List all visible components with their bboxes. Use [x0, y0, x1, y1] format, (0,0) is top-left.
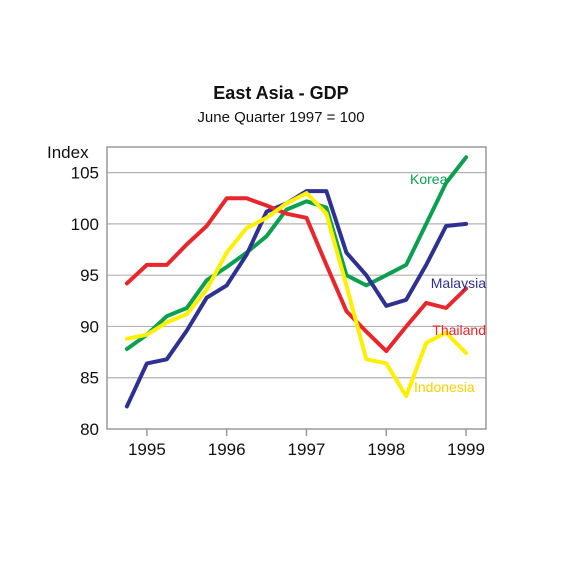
y-tick-label: 95 — [80, 266, 99, 285]
series-label-indonesia: Indonesia — [414, 379, 475, 395]
x-tick-label: 1998 — [367, 440, 405, 459]
x-tick-label: 1997 — [288, 440, 326, 459]
series-label-korea: Korea — [410, 171, 448, 187]
x-tick-labels: 1995 1996 1997 1998 1999 — [128, 429, 485, 459]
plot-frame — [106, 146, 487, 430]
chart-subtitle: June Quarter 1997 = 100 — [197, 109, 364, 126]
series-lines — [124, 155, 469, 409]
series-label-malaysia: Malaysia — [431, 275, 486, 291]
series-labels: Korea Malaysia Thailand Indonesia — [410, 171, 486, 395]
series-line-korea — [124, 155, 469, 351]
y-tick-labels: 80 85 90 95 100 105 — [71, 164, 99, 439]
y-tick-label: 105 — [71, 164, 99, 183]
grid — [107, 172, 486, 379]
y-tick-label: 85 — [80, 369, 99, 388]
y-axis-label: Index — [47, 143, 89, 162]
x-tick-label: 1995 — [128, 440, 166, 459]
series-line-thailand — [124, 196, 469, 354]
x-tick-label: 1999 — [447, 440, 485, 459]
chart-title: East Asia - GDP — [213, 83, 348, 103]
x-tick-label: 1996 — [208, 440, 246, 459]
y-tick-label: 80 — [80, 420, 99, 439]
y-tick-label: 100 — [71, 215, 99, 234]
series-line-indonesia — [124, 191, 469, 399]
y-tick-label: 90 — [80, 317, 99, 336]
series-label-thailand: Thailand — [432, 322, 486, 338]
